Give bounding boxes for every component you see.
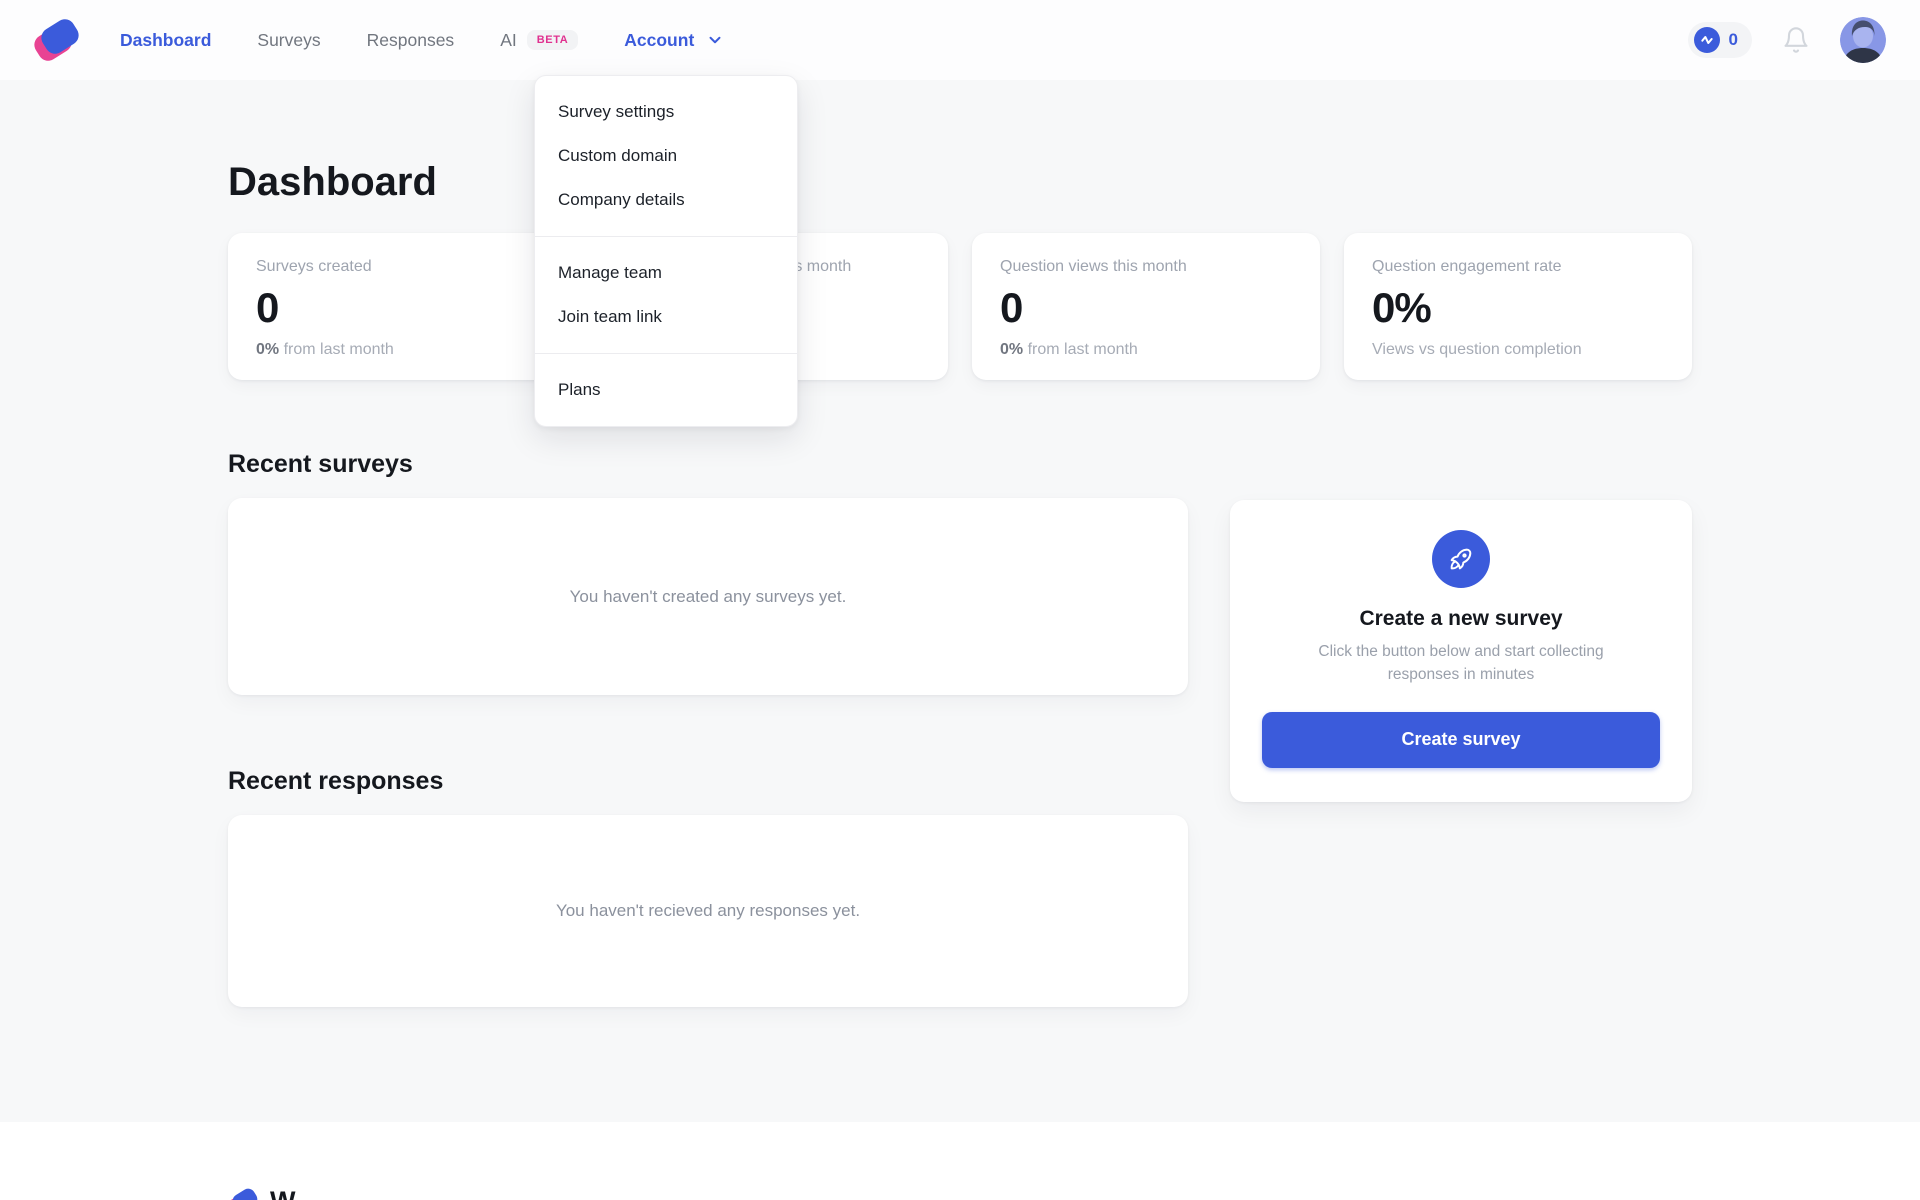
activity-icon (1693, 27, 1720, 53)
menu-item-plans[interactable]: Plans (558, 380, 601, 399)
chevron-down-icon (706, 31, 724, 49)
menu-item-manage-team[interactable]: Manage team (558, 263, 662, 282)
page-title: Dashboard (228, 160, 437, 204)
account-dropdown-menu: Survey settings Custom domain Company de… (534, 75, 798, 427)
stat-label: Question views this month (1000, 258, 1187, 275)
nav-item-dashboard[interactable]: Dashboard (120, 29, 212, 50)
footer: W (0, 1122, 1920, 1200)
stat-sub-rest: from last month (279, 341, 394, 358)
usage-counter-pill[interactable]: 0 (1687, 22, 1752, 58)
nav-item-ai-label: AI (500, 29, 517, 50)
recent-responses-title: Recent responses (228, 767, 444, 795)
recent-surveys-title: Recent surveys (228, 450, 413, 478)
navbar-right: 0 (1687, 17, 1886, 63)
recent-responses-empty-card: You haven't recieved any responses yet. (228, 815, 1188, 1007)
primary-nav: Dashboard Surveys Responses AI BETA Acco… (120, 30, 724, 51)
recent-surveys-empty-text: You haven't created any surveys yet. (569, 586, 847, 606)
menu-item-custom-domain[interactable]: Custom domain (558, 146, 678, 165)
avatar[interactable] (1840, 17, 1886, 63)
footer-logo-blue-shape (230, 1185, 260, 1200)
create-survey-title: Create a new survey (1359, 607, 1563, 630)
brand-logo[interactable] (30, 15, 83, 65)
content-columns: Recent surveys You haven't created any s… (228, 450, 1692, 1007)
stat-subtext: 0% from last month (1000, 341, 1292, 359)
navbar: Dashboard Surveys Responses AI BETA Acco… (0, 0, 1920, 80)
stat-subtext: 0% from last month (256, 341, 548, 359)
stats-row: Surveys created 0 0% from last month Res… (228, 233, 1692, 380)
stat-subtext: Views vs question completion (1372, 341, 1664, 359)
footer-brand-name: W (270, 1186, 295, 1200)
account-menu-group-team: Manage team Join team link (535, 236, 797, 353)
menu-item-survey-settings[interactable]: Survey settings (558, 102, 675, 121)
stat-value: 0% (1372, 284, 1432, 331)
rocket-icon (1432, 530, 1490, 588)
account-menu-group-plans: Plans (535, 353, 797, 426)
menu-item-company-details[interactable]: Company details (558, 190, 685, 209)
nav-item-surveys[interactable]: Surveys (257, 29, 321, 50)
stat-value: 0 (1000, 284, 1023, 331)
nav-item-account[interactable]: Account (624, 30, 724, 51)
stat-value: 0 (256, 284, 279, 331)
stat-label: Surveys created (256, 258, 372, 275)
right-column: Create a new survey Click the button bel… (1230, 450, 1692, 802)
create-survey-button[interactable]: Create survey (1262, 711, 1660, 768)
stat-sub-strong: 0% (1000, 341, 1024, 358)
usage-count: 0 (1728, 30, 1738, 49)
footer-brand: W (225, 1185, 1920, 1200)
left-column: Recent surveys You haven't created any s… (228, 450, 1188, 1007)
footer-logo (225, 1185, 260, 1200)
stat-label: Question engagement rate (1372, 258, 1562, 275)
bell-icon[interactable] (1782, 26, 1810, 54)
account-menu-group-settings: Survey settings Custom domain Company de… (535, 76, 797, 236)
stat-sub-rest: from last month (1023, 341, 1138, 358)
recent-responses-empty-text: You haven't recieved any responses yet. (555, 901, 861, 920)
stat-sub-strong: 0% (256, 341, 280, 358)
nav-item-account-label: Account (624, 29, 695, 50)
menu-item-join-team-link[interactable]: Join team link (558, 307, 662, 326)
nav-item-responses[interactable]: Responses (366, 29, 455, 50)
stat-card-question-views: Question views this month 0 0% from last… (972, 233, 1320, 380)
nav-item-ai[interactable]: AI BETA (500, 29, 579, 51)
beta-badge: BETA (526, 30, 579, 50)
stat-sub-rest: Views vs question completion (1372, 341, 1582, 358)
recent-surveys-empty-card: You haven't created any surveys yet. (228, 498, 1188, 695)
main-content: Dashboard Surveys created 0 0% from last… (228, 80, 1692, 1007)
stat-card-engagement-rate: Question engagement rate 0% Views vs que… (1344, 233, 1692, 380)
create-survey-subtitle: Click the button below and start collect… (1318, 643, 1604, 684)
stat-card-surveys-created: Surveys created 0 0% from last month (228, 233, 576, 380)
create-survey-panel: Create a new survey Click the button bel… (1230, 500, 1692, 802)
